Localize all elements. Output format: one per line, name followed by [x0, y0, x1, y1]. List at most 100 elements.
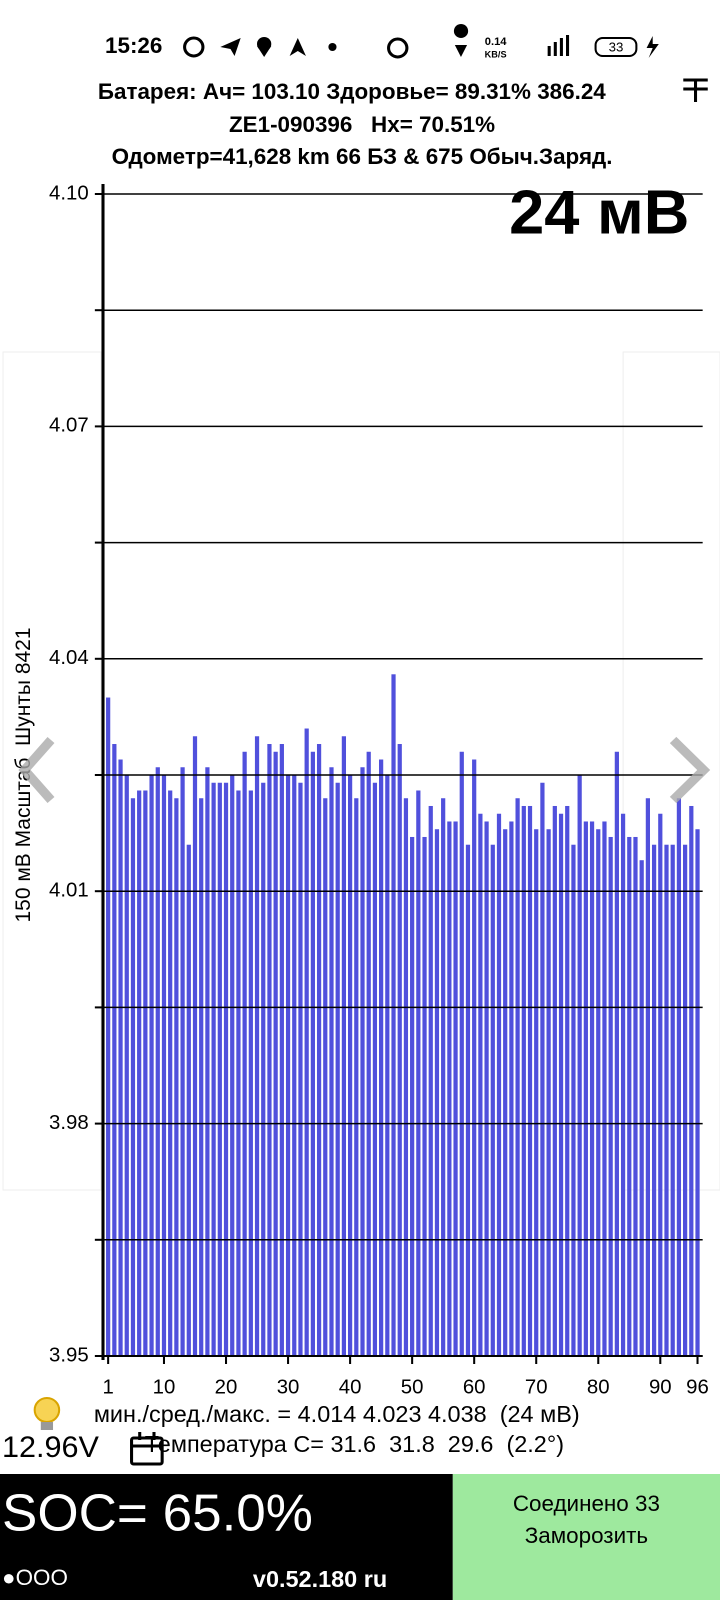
connected-label[interactable]: Соединено 33: [513, 1491, 660, 1516]
bar: [627, 836, 632, 1356]
x-tick-label: 96: [686, 1376, 709, 1398]
bar: [577, 775, 582, 1356]
bulb-icon: [33, 1397, 61, 1430]
bar: [403, 798, 409, 1356]
y-tick-label: 4.10: [49, 182, 89, 204]
bar: [273, 751, 278, 1356]
bar: [478, 813, 483, 1356]
bar: [664, 844, 669, 1356]
bar: [540, 782, 545, 1356]
bar: [521, 805, 526, 1356]
bar: [341, 736, 347, 1356]
x-tick-label: 80: [587, 1376, 610, 1398]
freeze-label[interactable]: Заморозить: [525, 1523, 648, 1548]
bar: [484, 821, 489, 1356]
bar: [391, 674, 396, 1356]
x-tick-label: 30: [277, 1376, 300, 1398]
bar: [149, 775, 154, 1356]
y-tick-label: 3.95: [49, 1344, 89, 1366]
y-tick-label: 4.01: [49, 880, 89, 902]
chart-annotation: 24 мВ: [509, 178, 689, 247]
bar: [639, 860, 644, 1356]
bar: [112, 744, 117, 1356]
bar: [211, 782, 216, 1356]
soc: SOC= 65.0%: [2, 1484, 313, 1542]
bar: [267, 744, 272, 1356]
bar: [174, 798, 179, 1356]
bar: [608, 836, 613, 1356]
bar: [366, 751, 371, 1356]
bar: [316, 744, 322, 1356]
bar: [248, 790, 253, 1356]
bar: [552, 805, 557, 1356]
header-battery: Батарея: Ач= 103.10 Здоровье= 89.31% 386…: [98, 79, 607, 104]
bar: [354, 798, 359, 1356]
prev-arrow[interactable]: [18, 737, 55, 803]
bar: [223, 782, 229, 1356]
bar: [416, 790, 421, 1356]
menu-icon[interactable]: [683, 78, 708, 102]
x-tick-label: 50: [401, 1376, 424, 1398]
bar: [254, 736, 260, 1356]
status-time: 15:26: [105, 33, 162, 58]
bar: [106, 697, 111, 1356]
bar: [230, 775, 235, 1356]
bar: [503, 829, 508, 1356]
status-icons: [183, 24, 659, 59]
bar: [379, 759, 384, 1356]
bar: [347, 775, 353, 1356]
x-tick-label: 10: [153, 1376, 176, 1398]
connect-button[interactable]: [452, 1474, 720, 1600]
bar: [496, 813, 502, 1356]
bar: [447, 821, 452, 1356]
bar: [509, 821, 514, 1356]
bar: [465, 844, 471, 1356]
bar: [236, 790, 241, 1356]
bar: [285, 775, 291, 1356]
bar: [118, 759, 123, 1356]
calendar-icon: [130, 1432, 164, 1466]
x-tick-label: 90: [649, 1376, 672, 1398]
bar: [620, 813, 626, 1356]
header-id: ZE1-090396 Hx= 70.51%: [229, 112, 495, 137]
temperature: Температура C= 31.6 31.8 29.6 (2.2°): [145, 1431, 564, 1457]
bar: [589, 821, 595, 1356]
bar: [602, 821, 607, 1356]
bar: [329, 767, 334, 1356]
bar: [155, 767, 160, 1356]
bar: [192, 736, 198, 1356]
bar: [242, 751, 247, 1356]
version: v0.52.180 ru: [253, 1566, 387, 1592]
bar: [292, 775, 297, 1356]
y-tick-label: 4.07: [49, 415, 89, 437]
bar: [279, 744, 284, 1356]
bar: [658, 813, 663, 1356]
bar: [335, 782, 340, 1356]
bar: [490, 844, 495, 1356]
bar: [515, 798, 520, 1356]
bar: [372, 782, 378, 1356]
chart: 1 10 20 30 40 50 60 70 80 90 96 3.95 3.98 4.01 4.04 4.0…: [49, 182, 709, 1398]
next-arrow[interactable]: [669, 736, 711, 804]
y-tick-label: 3.98: [49, 1112, 89, 1134]
bar: [168, 790, 173, 1356]
bar: [217, 782, 222, 1356]
bar: [633, 836, 638, 1356]
bar: [205, 767, 210, 1356]
bar: [130, 798, 136, 1356]
bar: [441, 798, 446, 1356]
bar: [124, 775, 129, 1356]
bar: [546, 829, 551, 1356]
footer-bar: [0, 1474, 453, 1600]
bar: [143, 790, 148, 1356]
bar: [689, 805, 694, 1356]
bar: [676, 798, 682, 1356]
bar: [261, 782, 266, 1356]
stats-minmax: мин./сред./макс. = 4.014 4.023 4.038 (24…: [94, 1401, 580, 1427]
bar: [180, 767, 185, 1356]
bar: [304, 728, 309, 1356]
bar: [453, 821, 458, 1356]
x-tick-label: 60: [463, 1376, 486, 1398]
